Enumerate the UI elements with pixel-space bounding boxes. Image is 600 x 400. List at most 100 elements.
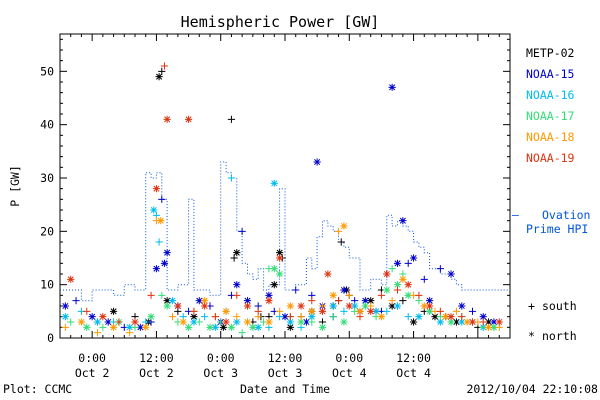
- marker-type-legend: + south * north: [528, 299, 577, 343]
- noaa-18-north-point: [157, 217, 165, 225]
- footer-plot-credit: Plot: CCMC: [3, 382, 72, 396]
- noaa-18-south-point: [334, 227, 343, 235]
- noaa-18-south-point: [297, 313, 305, 321]
- noaa-15-north-point: [490, 318, 498, 326]
- noaa-18-north-point: [77, 318, 86, 326]
- legend-ovation-dash: –: [512, 208, 519, 222]
- noaa-19-north-point: [184, 115, 193, 123]
- noaa-19-south-point: [436, 307, 444, 315]
- noaa-18-north-point: [442, 313, 450, 321]
- legend-ovation-line1: Ovation: [542, 208, 590, 222]
- noaa-17-north-point: [249, 323, 257, 331]
- noaa-16-south-point: [340, 307, 348, 315]
- metp-02-north-point: [163, 297, 171, 305]
- noaa-17-north-point: [490, 323, 498, 331]
- noaa-15-north-point: [388, 83, 396, 91]
- noaa-19-north-point: [404, 281, 412, 289]
- noaa-18-south-point: [233, 313, 241, 321]
- noaa-19-north-point: [201, 302, 209, 310]
- noaa-19-south-point: [233, 291, 241, 299]
- noaa-16-north-point: [308, 313, 316, 321]
- noaa-18-north-point: [142, 323, 150, 331]
- noaa-17-north-point: [426, 307, 434, 315]
- noaa-15-north-point: [160, 259, 169, 267]
- noaa-19-north-point: [468, 318, 477, 326]
- noaa-17-north-point: [270, 265, 278, 273]
- noaa-17-north-point: [83, 323, 91, 331]
- marker-legend-north: north: [542, 329, 577, 343]
- noaa-19-north-point: [174, 302, 182, 310]
- noaa-16-north-point: [254, 323, 262, 331]
- y-tick-label: 40: [40, 118, 54, 132]
- noaa-16-north-point: [190, 318, 198, 326]
- noaa-15-north-point: [302, 318, 311, 326]
- x-tick-label-date: Oct 2: [139, 366, 174, 380]
- noaa-17-south-point: [388, 265, 396, 273]
- noaa-15-north-point: [152, 265, 161, 273]
- noaa-16-north-point: [329, 302, 337, 310]
- metp-02-south-point: [337, 238, 345, 246]
- noaa-19-south-point: [160, 62, 169, 70]
- noaa-15-north-point: [313, 158, 321, 166]
- footer-timestamp: 2012/10/04 22:10:08: [466, 382, 598, 396]
- noaa-17-north-point: [447, 318, 455, 326]
- noaa-15-north-point: [361, 297, 369, 305]
- noaa-15-north-point: [265, 291, 273, 299]
- noaa-17-north-point: [318, 323, 327, 331]
- legend-noaa-15: NOAA-15: [526, 67, 574, 81]
- noaa-18-north-point: [109, 323, 118, 331]
- noaa-16-north-point: [415, 313, 423, 321]
- noaa-19-south-point: [393, 286, 402, 294]
- noaa-18-north-point: [243, 318, 252, 326]
- metp-02-south-point: [227, 115, 236, 123]
- noaa-16-south-point: [227, 174, 236, 182]
- noaa-16-south-point: [404, 313, 412, 321]
- noaa-17-south-point: [67, 318, 75, 326]
- noaa-19-north-point: [383, 270, 391, 278]
- metp-02-north-point: [409, 318, 418, 326]
- y-tick-label: 10: [40, 278, 54, 292]
- noaa-16-north-point: [372, 307, 380, 315]
- noaa-17-north-point: [404, 291, 412, 299]
- noaa-16-north-point: [168, 297, 177, 305]
- noaa-15-south-point: [468, 307, 477, 315]
- metp-02-north-point: [155, 73, 163, 81]
- noaa-19-north-point: [324, 270, 332, 278]
- noaa-15-south-point: [292, 286, 300, 294]
- noaa-16-north-point: [393, 302, 402, 310]
- marker-legend-south: south: [542, 299, 577, 313]
- noaa-18-south-point: [345, 291, 353, 299]
- noaa-19-north-point: [426, 302, 434, 310]
- y-tick-label: 50: [40, 64, 54, 78]
- noaa-17-north-point: [383, 286, 391, 294]
- noaa-15-north-point: [458, 302, 466, 310]
- noaa-18-south-point: [388, 297, 396, 305]
- noaa-16-south-point: [383, 307, 391, 315]
- metp-02-south-point: [230, 254, 238, 262]
- noaa-15-north-point: [104, 318, 112, 326]
- y-tick-label: 0: [47, 331, 54, 345]
- noaa-19-south-point: [334, 297, 343, 305]
- noaa-15-north-point: [233, 281, 241, 289]
- noaa-19-north-point: [99, 313, 107, 321]
- noaa-18-south-point: [93, 329, 102, 337]
- noaa-16-north-point: [351, 302, 359, 310]
- x-axis-label: Date and Time: [240, 382, 330, 396]
- noaa-19-north-point: [243, 302, 252, 310]
- noaa-17-north-point: [276, 270, 284, 278]
- x-tick-label-time: 12:00: [268, 351, 303, 365]
- noaa-17-south-point: [99, 323, 107, 331]
- x-tick-label-date: Oct 3: [203, 366, 238, 380]
- noaa-15-south-point: [420, 275, 428, 283]
- chart-title: Hemispheric Power [GW]: [181, 13, 380, 31]
- metp-02-north-point: [190, 313, 198, 321]
- noaa-15-north-point: [61, 302, 69, 310]
- noaa-19-north-point: [131, 318, 139, 326]
- noaa-15-north-point: [163, 249, 171, 257]
- legend-metp-02: METP-02: [526, 46, 574, 60]
- x-tick-label-date: Oct 4: [396, 366, 431, 380]
- noaa-18-north-point: [265, 318, 273, 326]
- metp-02-north-point: [219, 323, 227, 331]
- noaa-17-north-point: [227, 323, 236, 331]
- noaa-15-north-point: [447, 270, 455, 278]
